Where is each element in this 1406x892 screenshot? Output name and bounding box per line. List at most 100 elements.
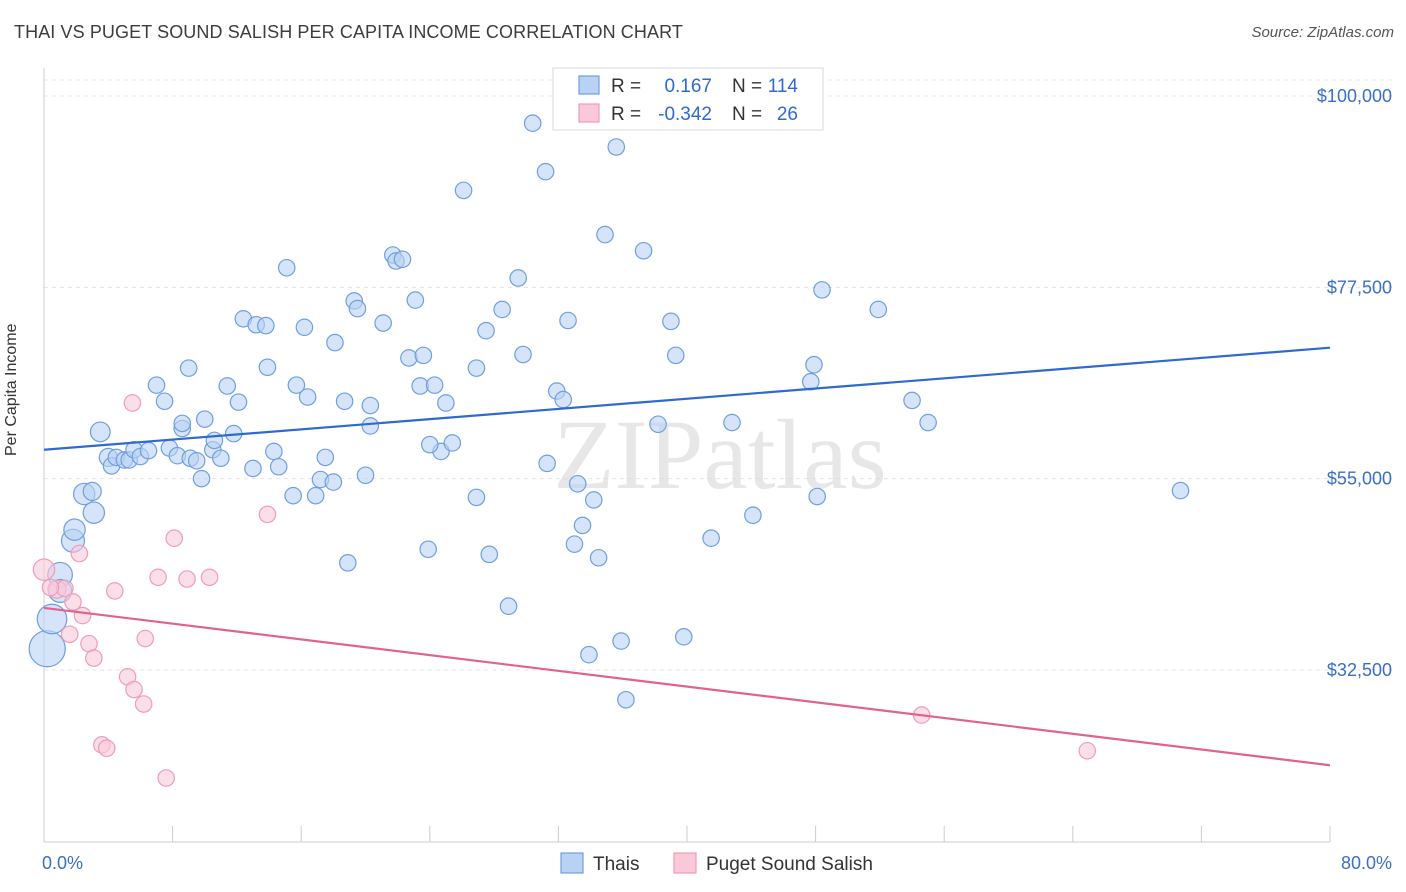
thais-point-88 [573,516,592,535]
salish-point-3 [60,625,79,644]
thais-point-7 [82,481,102,502]
thais-point-31 [212,449,230,468]
thais-point-23 [173,414,192,433]
series-legend-label-thais: Thais [593,854,639,875]
thais-point-32 [218,377,237,395]
thais-point-106 [808,487,827,506]
x-tick-label-min: 0.0% [42,853,83,873]
y-tick-label-3: $100,000 [1317,86,1392,106]
thais-point-62 [400,349,418,367]
thais-point-40 [265,442,283,461]
thais-point-113 [324,473,343,491]
thais-point-100 [674,628,693,646]
thais-point-74 [477,321,495,340]
thais-point-91 [589,548,608,567]
stats-legend-swatch-thais [578,75,600,95]
stats-legend-n-value-salish: 26 [777,104,798,125]
thais-point-50 [326,333,344,352]
thais-point-65 [414,346,433,365]
series-legend-label-salish: Puget Sound Salish [706,854,873,875]
thais-point-99 [666,346,685,365]
salish-point-13 [123,394,142,412]
watermark: ZIPatlas [553,399,886,510]
salish-point-16 [136,629,155,648]
thais-point-103 [744,506,762,525]
salish-point-21 [200,568,219,587]
thais-point-18 [147,376,166,394]
thais-point-82 [538,454,556,473]
thais-point-90 [584,491,603,509]
source-credit: Source: ZipAtlas.com [1251,24,1394,41]
y-tick-labels: $32,500 $55,000 $77,500 $100,000 [1317,86,1392,680]
stats-legend-r-label-thais: R = [611,76,641,97]
thais-point-39 [258,358,277,377]
x-tick-label-max: 80.0% [1341,853,1392,873]
thais-point-79 [514,345,532,364]
thais-point-80 [523,114,542,133]
thais-point-102 [723,413,741,432]
thais-point-81 [536,162,555,181]
thais-point-45 [295,318,314,337]
salish-point-11 [105,582,124,600]
thais-point-57 [361,396,380,415]
thais-point-89 [580,645,598,664]
grid-lines [44,79,1392,671]
stats-legend-r-label-salish: R = [611,104,641,125]
thais-point-85 [559,311,577,330]
thais-point-92 [596,225,614,244]
thais-point-42 [277,258,296,277]
thais-point-108 [869,300,888,319]
salish-point-8 [85,649,103,667]
thais-point-17 [139,441,158,460]
thais-point-26 [187,452,206,470]
stats-legend-r-value-thais: 0.167 [664,76,712,97]
thais-point-97 [649,415,667,434]
x-tick-labels: 0.0% 80.0% [42,853,1392,873]
thais-point-70 [443,434,462,452]
y-tick-label-0: $32,500 [1327,660,1392,680]
thais-point-107 [813,281,831,299]
thais-point-111 [1171,481,1190,500]
thais-point-41 [269,457,288,476]
stats-legend-r-value-salish: -0.342 [658,104,712,125]
series-legend-swatch-thais [560,852,584,874]
thais-point-24 [179,359,198,377]
y-tick-label-2: $77,500 [1327,277,1392,297]
thais-point-28 [195,410,214,428]
stats-legend-swatch-salish [578,103,600,123]
thais-point-69 [437,394,455,412]
thais-point-47 [306,486,325,505]
thais-point-93 [612,632,630,650]
salish-point-19 [165,529,184,547]
salish-point-0 [32,558,56,581]
salish-points [32,394,1097,787]
series-legend-swatch-salish [673,852,697,874]
salish-point-17 [149,568,167,587]
salish-point-22 [258,505,277,524]
salish-point-10 [97,739,116,758]
thais-point-38 [257,316,275,335]
salish-point-24 [1078,741,1097,760]
thais-point-84 [554,390,573,409]
thais-point-67 [425,376,444,394]
thais-point-55 [356,466,375,485]
stats-legend-n-label-thais: N = [732,76,762,97]
thais-point-77 [499,597,518,616]
salish-point-15 [134,695,153,713]
thais-point-43 [284,486,302,505]
thais-point-52 [339,554,357,572]
thais-point-5 [63,518,86,541]
thais-point-51 [335,392,354,411]
salish-point-25 [41,578,60,597]
chart-title: THAI VS PUGET SOUND SALISH PER CAPITA IN… [14,22,683,42]
thais-point-71 [454,181,473,200]
stats-legend-n-label-salish: N = [732,104,762,125]
thais-point-1 [36,603,68,635]
thais-point-36 [244,459,262,478]
thais-point-94 [617,690,635,709]
thais-point-75 [480,545,499,564]
thais-point-27 [192,469,211,488]
thais-point-87 [568,474,587,493]
trend-lines [43,346,1331,767]
